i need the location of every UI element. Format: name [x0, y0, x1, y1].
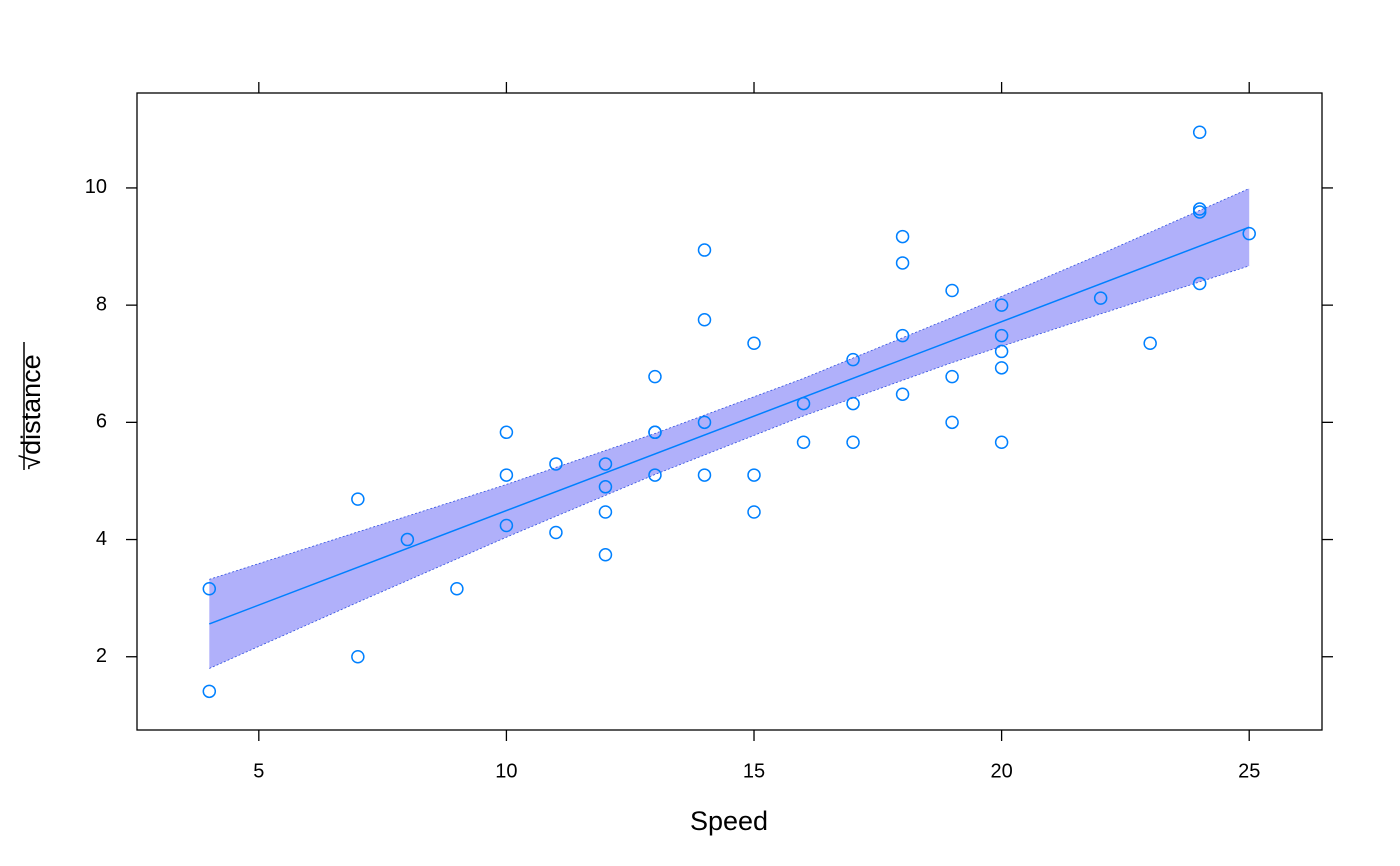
- point: [846, 396, 860, 411]
- point: [895, 256, 910, 270]
- point: [648, 425, 662, 440]
- point: [895, 387, 910, 401]
- point: [1093, 291, 1108, 305]
- y-tick-label: 4: [96, 528, 107, 550]
- point: [747, 336, 761, 350]
- point: [549, 525, 563, 540]
- point: [846, 435, 860, 450]
- point: [895, 328, 910, 343]
- point: [945, 283, 959, 298]
- fit-line: [209, 226, 1250, 625]
- confidence-band: [209, 188, 1250, 669]
- point: [1192, 276, 1207, 291]
- point: [747, 468, 761, 482]
- x-axis-title: Speed: [690, 806, 768, 836]
- y-tick-label: 6: [96, 411, 107, 433]
- point: [598, 457, 613, 471]
- point: [747, 505, 761, 519]
- point: [697, 415, 712, 430]
- y-tick-label: 8: [96, 293, 107, 315]
- point: [994, 344, 1009, 359]
- point: [1192, 202, 1207, 216]
- point: [598, 480, 613, 494]
- point: [994, 361, 1009, 375]
- x-tick-label: 5: [253, 760, 264, 782]
- point: [697, 243, 712, 257]
- point: [945, 369, 959, 384]
- point: [351, 492, 365, 506]
- x-tick-label: 20: [990, 760, 1012, 782]
- y-tick-label: 10: [85, 176, 107, 198]
- point: [499, 425, 514, 440]
- band-edge: [209, 265, 1250, 669]
- point: [994, 435, 1009, 450]
- point: [994, 328, 1009, 343]
- point: [351, 649, 365, 664]
- band-edge: [209, 188, 1250, 580]
- point: [846, 352, 860, 367]
- point: [895, 229, 910, 244]
- point: [796, 396, 811, 411]
- point: [945, 415, 959, 430]
- point: [1143, 336, 1157, 350]
- point: [994, 298, 1009, 312]
- plot-border: [136, 92, 1323, 731]
- x-tick-label: 10: [495, 760, 517, 782]
- point: [549, 457, 563, 471]
- point: [450, 582, 464, 596]
- point: [648, 369, 662, 384]
- point: [598, 548, 613, 562]
- point: [499, 518, 514, 533]
- x-tick-label: 15: [743, 760, 765, 782]
- point: [697, 313, 712, 327]
- point: [499, 468, 514, 482]
- y-tick-label: 2: [96, 645, 107, 667]
- point: [202, 684, 217, 699]
- y-axis-title: √distance: [16, 354, 46, 469]
- point: [796, 435, 811, 450]
- point: [648, 468, 662, 482]
- point: [1242, 226, 1256, 241]
- point: [598, 505, 613, 519]
- point: [400, 532, 415, 547]
- point: [697, 468, 712, 482]
- point: [202, 582, 217, 596]
- x-tick-label: 25: [1238, 760, 1260, 782]
- point: [1192, 125, 1207, 140]
